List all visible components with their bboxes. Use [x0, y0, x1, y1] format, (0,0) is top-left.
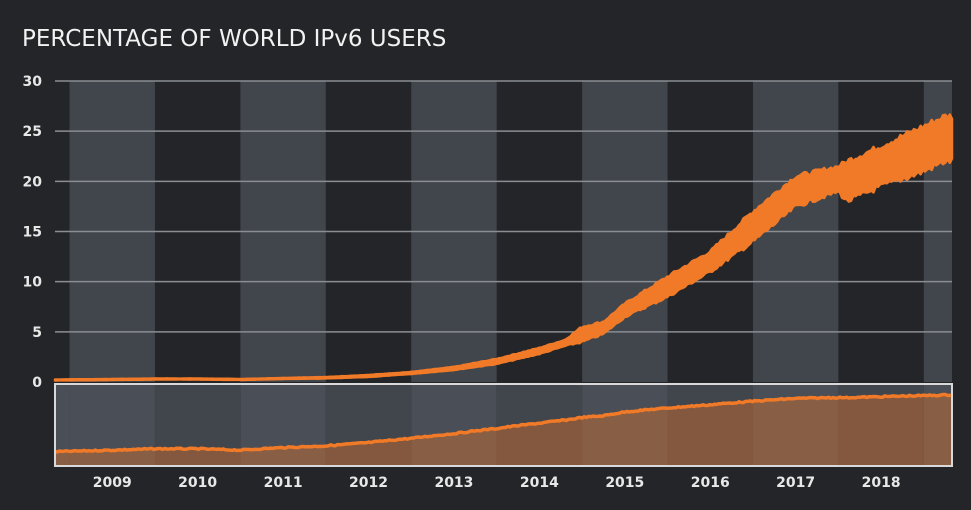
navigator-band — [923, 384, 952, 466]
navigator-band — [325, 384, 412, 466]
x-tick-label: 2017 — [776, 475, 815, 491]
y-tick-label: 20 — [23, 174, 43, 190]
navigator-band — [411, 384, 497, 466]
x-tick-label: 2016 — [691, 475, 730, 491]
x-axis-ticks: 2009 2010 2011 2012 2013 2014 2015 2016 2017 2018 — [93, 475, 901, 491]
y-tick-label: 5 — [32, 325, 42, 341]
x-tick-label: 2013 — [434, 475, 473, 491]
x-tick-label: 2010 — [178, 475, 217, 491]
navigator-band — [667, 384, 753, 466]
navigator-band — [582, 384, 668, 466]
y-tick-label: 0 — [32, 375, 42, 391]
navigator-band — [69, 384, 155, 466]
y-tick-label: 30 — [23, 74, 43, 90]
x-tick-label: 2018 — [862, 475, 901, 491]
y-tick-label: 15 — [23, 225, 42, 241]
x-tick-label: 2015 — [605, 475, 644, 491]
navigator-line — [54, 392, 952, 454]
x-tick-label: 2012 — [349, 475, 388, 491]
series-envelope — [53, 113, 954, 382]
navigator-band — [154, 384, 241, 466]
chart-title: PERCENTAGE OF WORLD IPv6 USERS — [22, 26, 447, 52]
x-tick-label: 2014 — [520, 475, 559, 491]
range-selector-bands — [55, 384, 952, 466]
y-axis-ticks: 0 5 10 15 20 25 30 — [23, 74, 43, 391]
navigator-band — [240, 384, 326, 466]
x-tick-label: 2009 — [93, 475, 132, 491]
series-layer — [53, 113, 954, 382]
range-selector — [54, 383, 953, 467]
y-tick-label: 10 — [23, 275, 43, 291]
y-tick-label: 25 — [23, 124, 42, 140]
range-selector-frame — [54, 383, 953, 467]
x-tick-label: 2011 — [264, 475, 303, 491]
navigator-band — [55, 384, 70, 466]
